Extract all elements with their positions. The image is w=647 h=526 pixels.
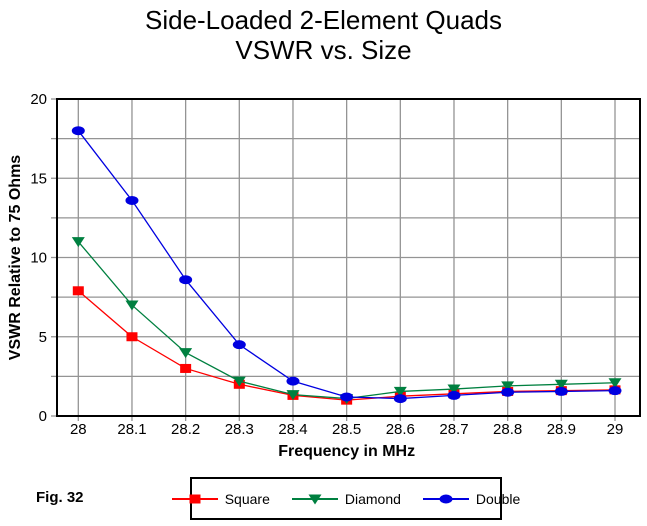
legend-box: Square Diamond Double <box>171 477 520 520</box>
gridlines <box>51 98 640 421</box>
legend-item-square: Square <box>171 490 270 507</box>
y-axis-title: VSWR Relative to 75 Ohms <box>7 155 24 360</box>
svg-text:28.6: 28.6 <box>386 421 415 438</box>
svg-text:28.3: 28.3 <box>225 421 254 438</box>
legend-label: Square <box>224 490 270 507</box>
svg-text:15: 15 <box>30 170 47 187</box>
series-double <box>71 126 622 404</box>
svg-text:20: 20 <box>30 91 47 108</box>
legend-marker-square-icon <box>171 494 218 503</box>
svg-text:10: 10 <box>30 250 47 267</box>
chart-title-line2: VSWR vs. Size <box>235 35 412 65</box>
svg-text:28.4: 28.4 <box>278 421 307 438</box>
y-axis-tick-labels: 0 5 10 15 20 <box>30 91 47 425</box>
x-axis-tick-labels: 28 28.1 28.2 28.3 28.4 28.5 28.6 28.7 28.8 28.9 29 <box>70 421 623 438</box>
svg-text:28.1: 28.1 <box>117 421 146 438</box>
legend-label: Diamond <box>344 490 401 507</box>
chart-title-line1: Side-Loaded 2-Element Quads <box>144 5 502 35</box>
svg-text:0: 0 <box>39 408 47 425</box>
legend-item-diamond: Diamond <box>291 490 401 507</box>
legend-label: Double <box>475 490 521 507</box>
legend-item-double: Double <box>422 490 521 507</box>
svg-text:28.5: 28.5 <box>332 421 361 438</box>
plot-frame <box>56 98 641 417</box>
svg-text:28.9: 28.9 <box>547 421 576 438</box>
legend-marker-circle-icon <box>422 494 469 503</box>
svg-text:5: 5 <box>39 329 47 346</box>
svg-text:28: 28 <box>70 421 87 438</box>
legend-marker-triangle-down-icon <box>291 494 338 504</box>
x-axis-title: Frequency in MHz <box>278 443 415 460</box>
svg-text:28.2: 28.2 <box>171 421 200 438</box>
figure-caption: Fig. 32 <box>36 489 84 506</box>
svg-text:28.8: 28.8 <box>493 421 522 438</box>
chart-title: Side-Loaded 2-Element Quads VSWR vs. Siz… <box>0 5 647 65</box>
svg-text:28.7: 28.7 <box>439 421 468 438</box>
svg-text:29: 29 <box>607 421 624 438</box>
